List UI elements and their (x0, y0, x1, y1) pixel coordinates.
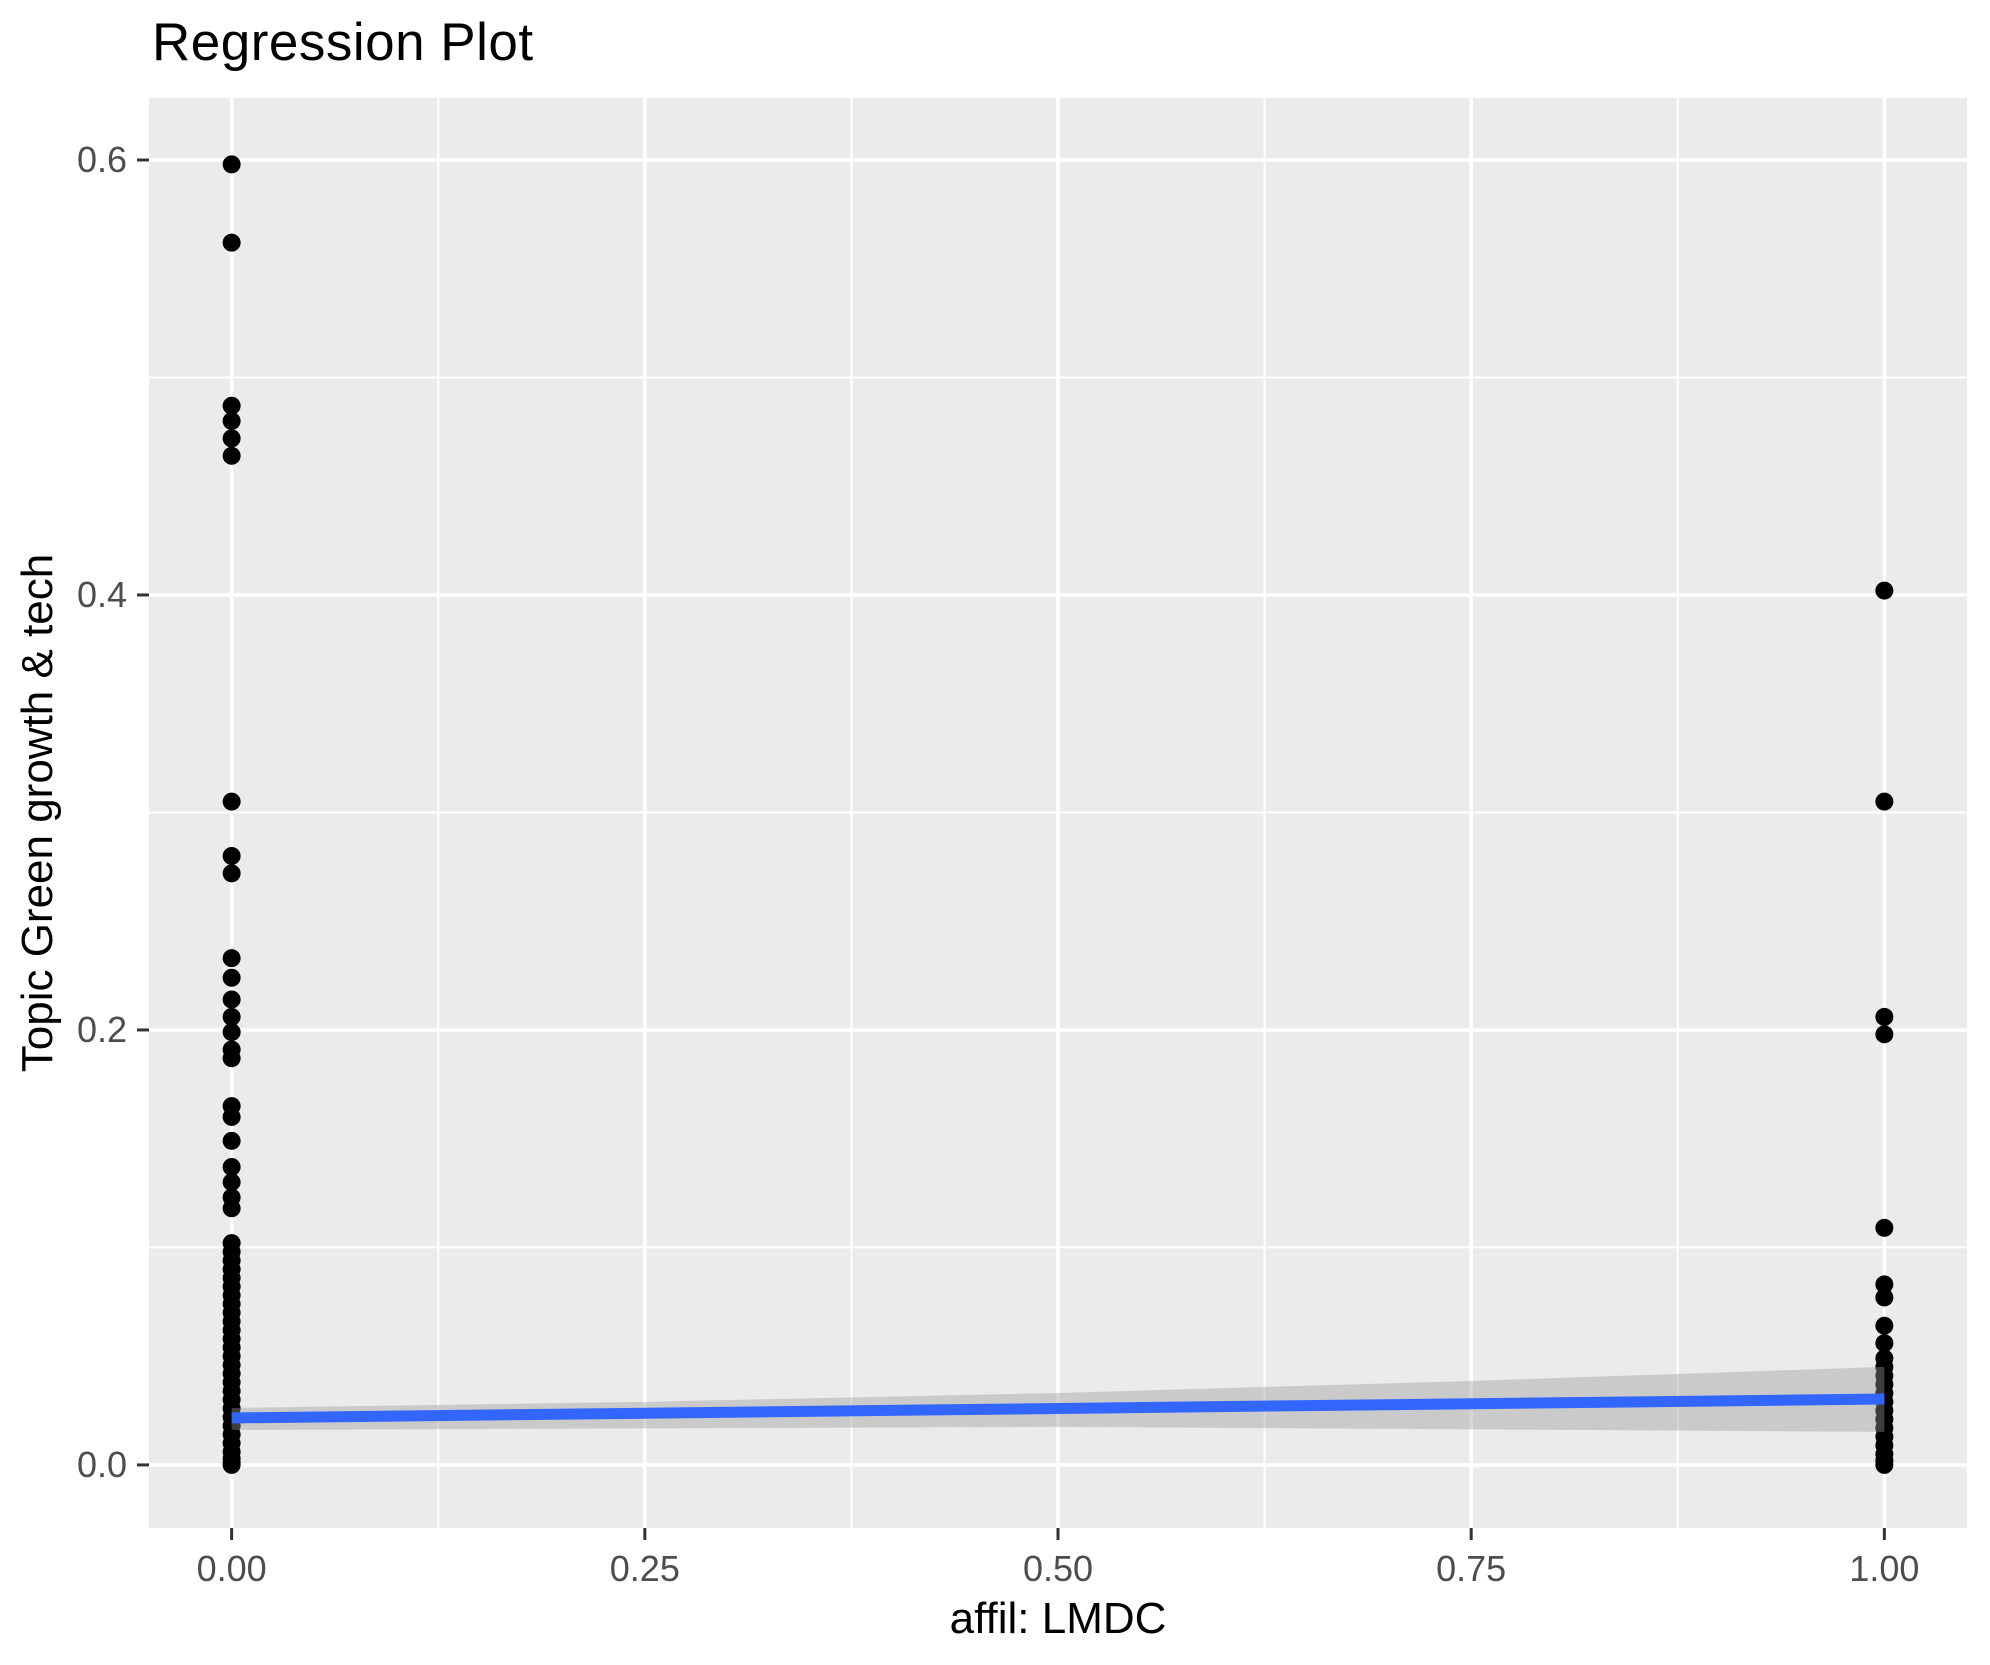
data-point (1875, 1334, 1894, 1353)
data-point (1875, 581, 1894, 600)
data-point (1875, 1218, 1894, 1237)
data-point (222, 233, 241, 252)
x-axis-title: affil: LMDC (949, 1594, 1167, 1643)
data-point (222, 846, 241, 865)
data-point (222, 1007, 241, 1026)
y-tick-label: 0.6 (76, 138, 127, 180)
data-point (1875, 792, 1894, 811)
data-point (1875, 1288, 1894, 1307)
data-point (222, 949, 241, 968)
y-axis-title: Topic Green growth & tech (13, 553, 62, 1073)
x-tick-label: 0.75 (1436, 1548, 1507, 1589)
data-point (222, 1131, 241, 1150)
data-point (222, 1049, 241, 1068)
data-point (222, 864, 241, 883)
data-point (222, 429, 241, 448)
data-point (222, 1107, 241, 1126)
x-tick-label: 1.00 (1849, 1548, 1920, 1589)
y-tick-label: 0.4 (76, 573, 127, 615)
data-point (222, 396, 241, 415)
data-point (1875, 1316, 1894, 1335)
data-point (222, 1455, 241, 1474)
x-tick-label: 0.00 (196, 1548, 267, 1589)
data-point (222, 1199, 241, 1218)
data-point (222, 1173, 241, 1192)
data-point (222, 968, 241, 987)
data-point (222, 411, 241, 430)
data-point (222, 990, 241, 1009)
data-point (222, 1023, 241, 1042)
data-point (1875, 1007, 1894, 1026)
data-point (222, 446, 241, 465)
y-tick-label: 0.2 (76, 1008, 127, 1050)
data-point (222, 1157, 241, 1176)
data-point (1875, 1455, 1894, 1474)
x-tick-label: 0.25 (609, 1548, 680, 1589)
chart-title: Regression Plot (152, 13, 534, 72)
data-point (222, 792, 241, 811)
data-point (222, 155, 241, 174)
data-point (1875, 1025, 1894, 1044)
regression-line (231, 1393, 1885, 1424)
y-tick-label: 0.0 (76, 1443, 127, 1485)
data-point (1875, 1275, 1894, 1294)
x-tick-label: 0.50 (1022, 1548, 1094, 1589)
